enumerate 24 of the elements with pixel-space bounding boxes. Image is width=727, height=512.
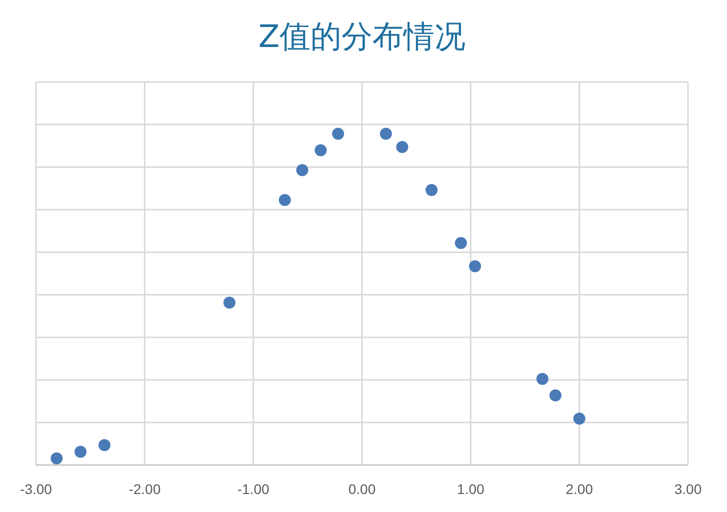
point bbox=[536, 372, 548, 385]
point bbox=[573, 412, 586, 425]
point bbox=[454, 237, 467, 250]
point bbox=[332, 128, 344, 140]
point bbox=[426, 184, 438, 196]
point bbox=[396, 140, 408, 153]
chart-title: Z值的分布情况 bbox=[258, 19, 466, 55]
point bbox=[50, 452, 63, 464]
point bbox=[549, 389, 562, 402]
point bbox=[98, 439, 110, 452]
x-tick-label: -2.00 bbox=[128, 481, 161, 497]
x-tick-label: 3.00 bbox=[674, 481, 702, 497]
point bbox=[380, 128, 392, 140]
x-tick-label: -1.00 bbox=[237, 481, 270, 497]
point bbox=[296, 164, 308, 176]
point bbox=[223, 296, 236, 309]
point bbox=[469, 260, 482, 272]
x-tick-label: 2.00 bbox=[566, 481, 594, 497]
point bbox=[74, 446, 87, 458]
point bbox=[314, 144, 327, 156]
x-tick-label: -3.00 bbox=[20, 481, 52, 497]
point bbox=[278, 194, 291, 206]
x-tick-label: 1.00 bbox=[457, 481, 485, 497]
x-tick-label: 0.00 bbox=[348, 481, 376, 497]
